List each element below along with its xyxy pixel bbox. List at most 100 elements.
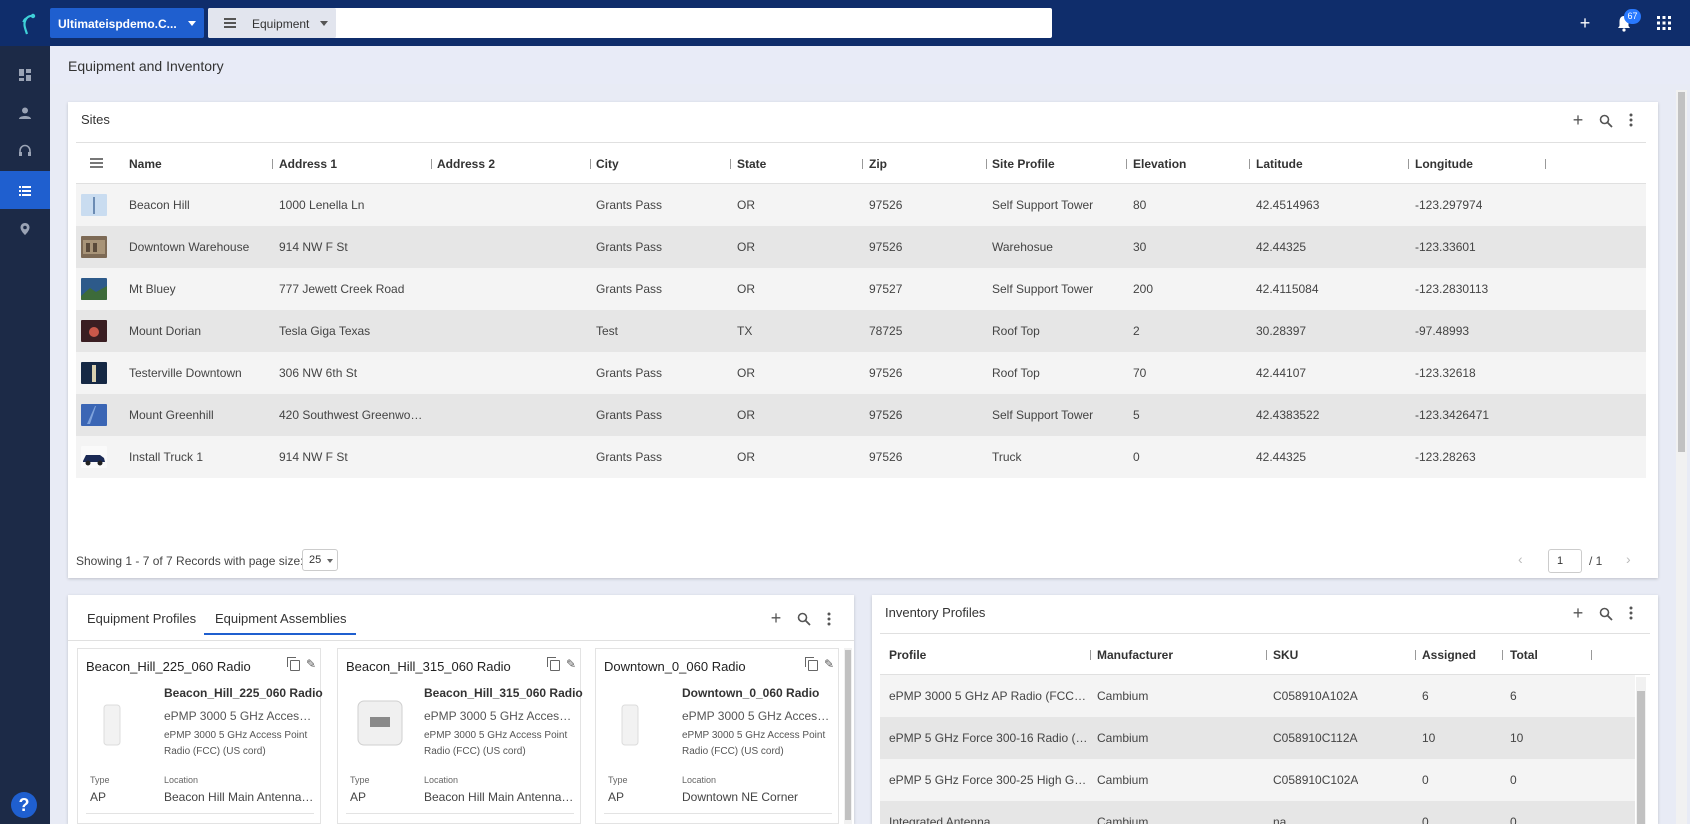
column-resizer[interactable] (1266, 650, 1267, 660)
chevron-right-icon[interactable]: › (1626, 551, 1631, 567)
sidebar-item-support[interactable] (0, 131, 50, 169)
scrollbar[interactable] (1636, 677, 1646, 824)
table-row[interactable]: Testerville Downtown 306 NW 6th St Grant… (76, 352, 1646, 394)
table-row[interactable]: Integrated Antenna Cambium na 0 0 (880, 801, 1635, 824)
table-row[interactable]: Install Truck 1 914 NW F St Grants Pass … (76, 436, 1646, 478)
col-assigned[interactable]: Assigned (1422, 648, 1477, 662)
help-icon[interactable]: ? (11, 792, 37, 818)
inventory-table-header: Profile Manufacturer SKU Assigned Total (880, 633, 1650, 675)
table-row[interactable]: Mount Greenhill 420 Southwest Greenwood.… (76, 394, 1646, 436)
column-resizer[interactable] (1415, 650, 1416, 660)
column-resizer[interactable] (862, 159, 863, 169)
column-resizer[interactable] (1408, 159, 1409, 169)
table-row[interactable]: ePMP 3000 5 GHz AP Radio (FCC) (US ... C… (880, 675, 1635, 717)
col-address1[interactable]: Address 1 (279, 157, 338, 171)
col-address2[interactable]: Address 2 (437, 157, 496, 171)
more-vert-icon[interactable] (1629, 113, 1633, 127)
table-row[interactable]: Mount Dorian Tesla Giga Texas Test TX 78… (76, 310, 1646, 352)
apps-grid-icon[interactable] (1657, 16, 1671, 30)
more-vert-icon[interactable] (827, 612, 831, 626)
cell-sku: na (1273, 815, 1287, 824)
col-elevation[interactable]: Elevation (1133, 157, 1187, 171)
pencil-icon[interactable]: ✎ (566, 657, 577, 671)
site-thumbnail (81, 446, 107, 468)
col-state[interactable]: State (737, 157, 767, 171)
col-site-profile[interactable]: Site Profile (992, 157, 1055, 171)
cell-assigned: 0 (1422, 815, 1429, 824)
col-total[interactable]: Total (1510, 648, 1538, 662)
global-search-bar[interactable]: Equipment (208, 8, 1052, 38)
assembly-card[interactable]: Downtown_0_060 Radio ✎ Downtown_0_060 Ra… (595, 648, 839, 824)
company-selector[interactable]: Ultimateispdemo.C... (50, 8, 204, 38)
col-name[interactable]: Name (129, 157, 162, 171)
column-resizer[interactable] (1249, 159, 1250, 169)
sidebar-item-dashboard[interactable] (0, 55, 50, 93)
cell-profile: Roof Top (992, 366, 1040, 380)
search-icon[interactable] (1599, 114, 1613, 128)
cell-longitude: -123.28263 (1415, 450, 1476, 464)
col-sku[interactable]: SKU (1273, 648, 1299, 662)
notification-count-badge: 67 (1624, 9, 1641, 24)
app-logo-icon[interactable] (14, 10, 38, 36)
more-vert-icon[interactable] (1629, 606, 1633, 620)
search-icon[interactable] (797, 612, 811, 626)
sidebar-item-map[interactable] (0, 209, 50, 247)
assembly-card[interactable]: Beacon_Hill_315_060 Radio ✎ Beacon_Hill_… (337, 648, 583, 824)
cell-name: Testerville Downtown (129, 366, 242, 380)
page-title: Equipment and Inventory (68, 58, 224, 74)
cell-profile: Self Support Tower (992, 408, 1094, 422)
page-size-select[interactable]: 25 (302, 549, 338, 571)
column-resizer[interactable] (986, 159, 987, 169)
assembly-card[interactable]: Beacon_Hill_225_060 Radio ✎ Beacon_Hill_… (77, 648, 323, 824)
tab-equipment-profiles[interactable]: Equipment Profiles (87, 611, 197, 626)
scrollbar-thumb[interactable] (845, 650, 851, 820)
page-number-input[interactable]: 1 (1548, 549, 1582, 573)
table-row[interactable]: Downtown Warehouse 914 NW F St Grants Pa… (76, 226, 1646, 268)
col-latitude[interactable]: Latitude (1256, 157, 1303, 171)
tab-equipment-assemblies[interactable]: Equipment Assemblies (215, 611, 347, 626)
col-manufacturer[interactable]: Manufacturer (1097, 648, 1174, 662)
assembly-card-title: Downtown_0_060 Radio (604, 659, 746, 674)
table-row[interactable]: ePMP 5 GHz Force 300-25 High Gain R... C… (880, 759, 1635, 801)
sidebar-item-equipment[interactable] (0, 171, 50, 209)
plus-icon[interactable]: + (1572, 603, 1584, 623)
scrollbar[interactable] (844, 648, 852, 824)
plus-icon[interactable]: + (1572, 110, 1584, 130)
table-row[interactable]: Beacon Hill 1000 Lenella Ln Grants Pass … (76, 184, 1646, 226)
column-resizer[interactable] (1591, 650, 1592, 660)
cell-manufacturer: Cambium (1097, 689, 1149, 703)
column-resizer[interactable] (272, 159, 273, 169)
column-resizer[interactable] (1545, 159, 1546, 169)
col-longitude[interactable]: Longitude (1415, 157, 1473, 171)
scrollbar-thumb[interactable] (1678, 92, 1685, 452)
table-row[interactable]: Mt Bluey 777 Jewett Creek Road Grants Pa… (76, 268, 1646, 310)
pencil-icon[interactable]: ✎ (824, 657, 835, 671)
chevron-left-icon[interactable]: ‹ (1518, 551, 1523, 567)
table-row[interactable]: ePMP 5 GHz Force 300-16 Radio (FCC)... C… (880, 717, 1635, 759)
col-city[interactable]: City (596, 157, 619, 171)
cell-zip: 97526 (869, 198, 903, 212)
search-icon[interactable] (1599, 607, 1613, 621)
scrollbar-thumb[interactable] (1637, 691, 1645, 824)
pencil-icon[interactable]: ✎ (306, 657, 317, 671)
column-resizer[interactable] (1502, 650, 1503, 660)
copy-icon[interactable] (805, 657, 818, 671)
sidebar-item-customers[interactable] (0, 93, 50, 131)
chevron-down-icon (320, 21, 328, 26)
assembly-product: ePMP 3000 5 GHz Access P... (682, 709, 834, 723)
column-menu-icon[interactable] (90, 158, 103, 168)
col-zip[interactable]: Zip (869, 157, 887, 171)
plus-icon[interactable]: + (1579, 13, 1591, 33)
copy-icon[interactable] (287, 657, 300, 671)
column-resizer[interactable] (730, 159, 731, 169)
module-selector[interactable]: Equipment (208, 8, 336, 38)
column-resizer[interactable] (590, 159, 591, 169)
column-resizer[interactable] (431, 159, 432, 169)
copy-icon[interactable] (547, 657, 560, 671)
location-label: Location (682, 775, 717, 785)
page-scrollbar[interactable] (1676, 90, 1687, 824)
column-resizer[interactable] (1090, 650, 1091, 660)
col-profile[interactable]: Profile (889, 648, 927, 662)
column-resizer[interactable] (1126, 159, 1127, 169)
plus-icon[interactable]: + (770, 608, 782, 628)
